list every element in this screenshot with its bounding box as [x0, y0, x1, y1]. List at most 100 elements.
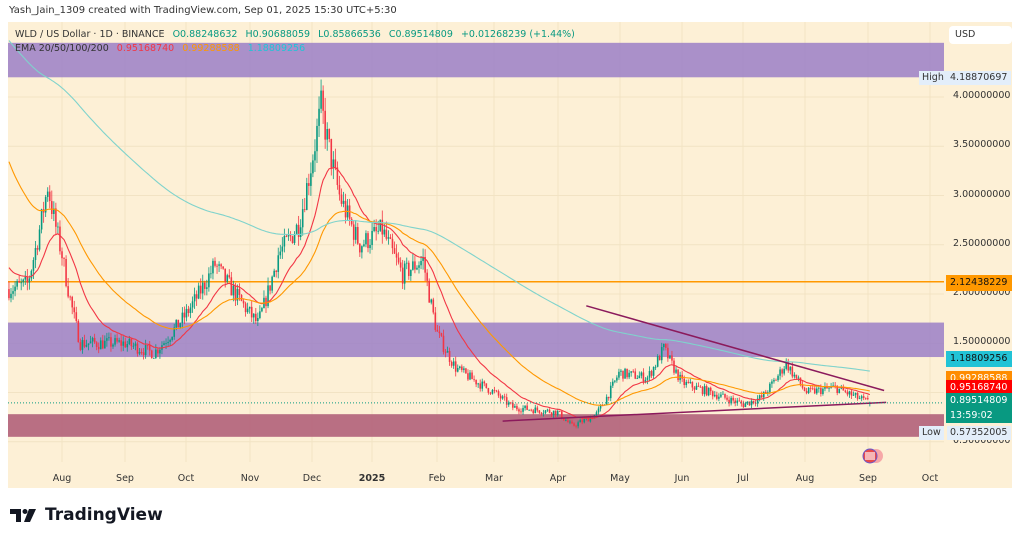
- triangle-trendline: [502, 401, 887, 422]
- candle: [669, 355, 671, 359]
- candle: [738, 400, 741, 402]
- candle: [403, 263, 406, 284]
- candle: [489, 392, 492, 394]
- candle: [385, 229, 388, 239]
- candle: [514, 406, 516, 408]
- candle: [438, 331, 441, 334]
- candle: [134, 343, 137, 346]
- candle: [373, 227, 375, 231]
- candle: [697, 385, 700, 387]
- candle: [240, 294, 243, 301]
- candle: [279, 251, 282, 256]
- candle: [428, 280, 430, 303]
- candle: [475, 379, 477, 385]
- candle: [114, 338, 116, 345]
- candle: [550, 412, 553, 416]
- candle: [673, 360, 675, 373]
- candle: [175, 319, 178, 328]
- candle: [805, 390, 808, 394]
- candle: [534, 407, 537, 414]
- candle: [126, 344, 129, 348]
- candle: [473, 379, 475, 380]
- candle: [165, 343, 167, 344]
- candle: [289, 235, 292, 237]
- candle: [644, 379, 647, 382]
- candle: [530, 409, 532, 411]
- candle: [40, 209, 43, 230]
- candle: [167, 341, 169, 344]
- candle: [79, 342, 82, 350]
- candle: [777, 375, 779, 381]
- candle: [250, 306, 253, 318]
- tradingview-logo[interactable]: TradingView: [10, 505, 163, 525]
- candle: [648, 371, 651, 378]
- price-tag: 1.18809256: [946, 351, 1012, 367]
- candle: [532, 410, 535, 414]
- candle: [650, 371, 653, 376]
- candle: [365, 233, 367, 245]
- candle: [153, 357, 155, 359]
- candle: [685, 381, 688, 386]
- time-tick-label: Sep: [116, 473, 134, 484]
- candle: [116, 338, 118, 342]
- candle: [581, 420, 583, 423]
- candle: [667, 347, 669, 359]
- ema200-line: [8, 40, 870, 372]
- candle: [426, 272, 428, 281]
- candle: [787, 360, 790, 371]
- candle: [854, 392, 857, 395]
- candle: [222, 266, 224, 269]
- candle: [758, 395, 761, 399]
- candle: [479, 383, 481, 389]
- candle: [350, 218, 353, 225]
- candle: [734, 400, 736, 403]
- candle: [801, 384, 804, 388]
- candle: [344, 200, 347, 218]
- candle: [418, 265, 420, 268]
- candle: [59, 226, 61, 252]
- candle: [55, 208, 57, 227]
- time-tick-label: May: [610, 473, 630, 484]
- candle: [236, 288, 239, 301]
- candle: [275, 270, 277, 272]
- price-tag: 2.12438229: [946, 274, 1012, 291]
- currency-button[interactable]: USD: [949, 26, 1012, 44]
- candle: [622, 370, 624, 379]
- time-tick-label: Oct: [921, 473, 939, 484]
- candle: [856, 392, 859, 399]
- candle: [195, 294, 198, 299]
- candle: [181, 312, 184, 324]
- candle: [689, 381, 692, 383]
- candle: [150, 350, 153, 359]
- time-tick-label: Oct: [177, 473, 195, 484]
- candle: [718, 396, 720, 399]
- candle: [81, 340, 84, 350]
- candle: [267, 285, 269, 307]
- candle: [683, 378, 685, 386]
- candle: [748, 401, 751, 406]
- candle: [14, 286, 16, 292]
- candle: [297, 224, 300, 237]
- time-tick-label: Dec: [302, 473, 322, 484]
- candle: [377, 230, 379, 232]
- candle: [791, 366, 794, 377]
- candle: [579, 420, 581, 423]
- candle: [257, 318, 259, 322]
- candle: [248, 306, 251, 309]
- candle: [671, 355, 673, 361]
- candle: [77, 320, 80, 343]
- candle: [216, 265, 218, 267]
- candle: [57, 226, 59, 228]
- candle: [312, 160, 314, 174]
- candle: [252, 313, 255, 318]
- price-tag-value: 0.95168740: [950, 382, 1008, 393]
- candle: [112, 344, 114, 347]
- candle: [720, 394, 722, 397]
- candle: [265, 297, 267, 307]
- candle: [775, 379, 777, 381]
- time-tick-label: Feb: [428, 473, 446, 484]
- candle: [556, 410, 559, 415]
- ema20-line: [8, 167, 871, 419]
- chart-background: [8, 22, 1012, 488]
